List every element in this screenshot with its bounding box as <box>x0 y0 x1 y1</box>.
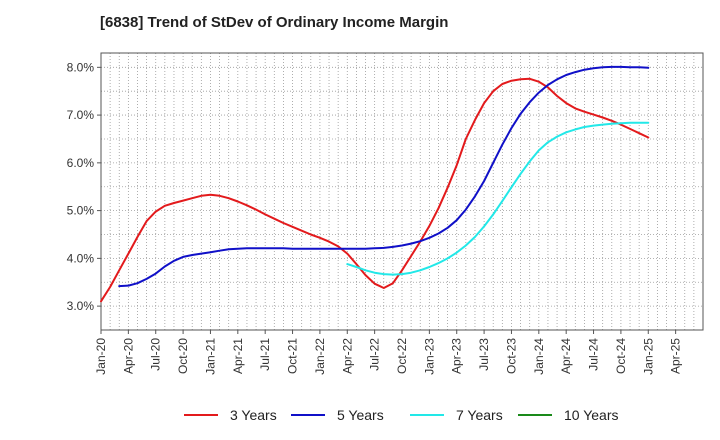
legend-swatch-5-years <box>291 414 325 416</box>
x-tick-label: Jul-20 <box>149 338 163 371</box>
y-tick-label: 5.0% <box>67 204 95 218</box>
legend-item-3-years: 3 Years <box>184 405 277 425</box>
x-tick-label: Oct-22 <box>395 338 409 374</box>
y-tick-label: 7.0% <box>67 108 95 122</box>
x-tick-label: Jul-22 <box>368 338 382 371</box>
series-line-3-years <box>100 77 650 303</box>
x-tick-label: Jan-20 <box>94 338 108 375</box>
x-tick-label: Oct-24 <box>614 338 628 374</box>
x-tick-label: Jan-23 <box>422 338 436 375</box>
x-tick-label: Oct-23 <box>504 338 518 374</box>
legend-item-7-years: 7 Years <box>410 405 503 425</box>
legend-item-5-years: 5 Years <box>291 405 384 425</box>
legend-item-10-years: 10 Years <box>518 405 619 425</box>
legend-label-3-years: 3 Years <box>230 407 277 423</box>
series-line-7-years <box>346 121 650 276</box>
x-tick-label: Jan-21 <box>203 338 217 375</box>
chart-title: [6838] Trend of StDev of Ordinary Income… <box>100 14 449 31</box>
x-tick-label: Jul-23 <box>477 338 491 371</box>
series-layer <box>100 65 650 303</box>
x-tick-label: Apr-23 <box>450 338 464 374</box>
x-tick-label: Apr-24 <box>559 338 573 374</box>
x-tick-label: Apr-20 <box>121 338 135 374</box>
x-tick-label: Oct-20 <box>176 338 190 374</box>
y-tick-label: 6.0% <box>67 156 95 170</box>
legend: 3 Years 5 Years 7 Years 10 Years <box>0 405 720 425</box>
x-tick-label: Jul-24 <box>587 338 601 371</box>
x-tick-label: Jan-24 <box>532 338 546 375</box>
x-tick-label: Jan-22 <box>313 338 327 375</box>
x-tick-label: Apr-22 <box>340 338 354 374</box>
axis-layer <box>97 52 704 334</box>
y-tick-label: 4.0% <box>67 251 95 265</box>
x-tick-label: Oct-21 <box>286 338 300 374</box>
y-tick-label: 8.0% <box>67 60 95 74</box>
x-tick-label: Apr-21 <box>231 338 245 374</box>
x-tick-label: Apr-25 <box>669 338 683 374</box>
legend-swatch-10-years <box>518 414 552 416</box>
legend-label-10-years: 10 Years <box>564 407 619 423</box>
grid-layer <box>101 53 703 330</box>
x-tick-label: Jul-21 <box>258 338 272 371</box>
legend-swatch-3-years <box>184 414 218 416</box>
legend-label-5-years: 5 Years <box>337 407 384 423</box>
legend-swatch-7-years <box>410 414 444 416</box>
legend-label-7-years: 7 Years <box>456 407 503 423</box>
tick-label-layer: 3.0% 4.0% 5.0% 6.0% 7.0% 8.0% Jan-20 Apr-20 Jul-… <box>67 60 683 374</box>
y-tick-label: 3.0% <box>67 299 95 313</box>
series-line-5-years <box>118 65 650 288</box>
x-tick-label: Jan-25 <box>641 338 655 375</box>
